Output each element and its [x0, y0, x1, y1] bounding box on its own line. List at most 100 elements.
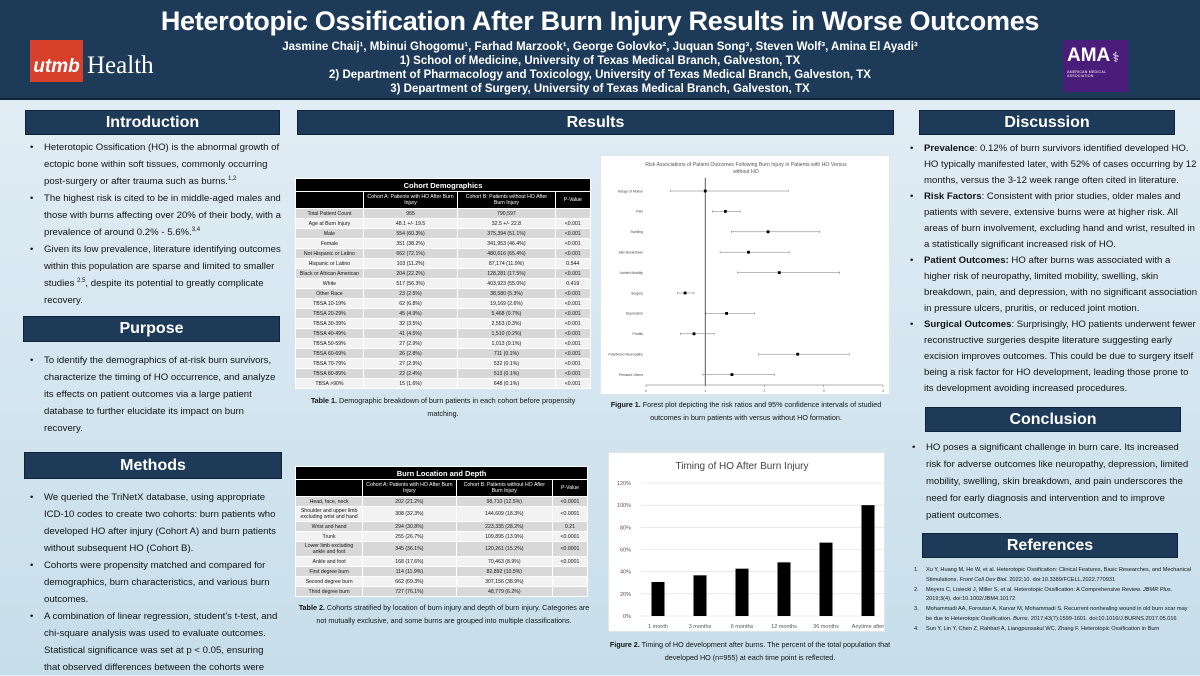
table-cell: TBSA 80-89%: [295, 368, 364, 379]
reference-number: 3.: [914, 606, 919, 613]
table-cell: 255 (26.7%): [362, 531, 457, 542]
item-text: Given its low prevalence, literature ide…: [44, 244, 281, 289]
point-estimate: [692, 332, 696, 336]
item-text: : Surprisingly, HO patients underwent fe…: [924, 319, 1196, 394]
table-cell: <0.001: [554, 238, 592, 249]
table-cell: 2,553 (0.3%): [457, 318, 556, 329]
table-cell: 513 (0.1%): [457, 368, 556, 379]
table-cell: <0.0001: [551, 496, 589, 507]
table-cell: 662 (69.3%): [362, 576, 457, 587]
table-cell: 341,953 (46.4%): [457, 238, 556, 249]
chart-title: Risk Associations of Patient Outcomes Fo…: [645, 162, 847, 168]
forest-plot: Risk Associations of Patient Outcomes Fo…: [600, 155, 890, 395]
table-cell: 48,779 (6.2%): [455, 586, 553, 597]
table1-caption: Table 1. Demographic breakdown of burn p…: [295, 394, 591, 420]
table2-caption: Table 2. Cohorts stratified by location …: [295, 601, 593, 627]
table-cell: 955: [362, 208, 459, 219]
reference-text: 2017;43(7):1599-1601. doi:10.1016/J.BURN…: [1029, 615, 1177, 622]
item-lead: Patient Outcomes:: [924, 255, 1009, 266]
table-cell: TBSA >90%: [295, 378, 364, 389]
table-row: Age at Burn Injury 48.1 +/- 19.5 32.5 +/- …: [295, 218, 592, 229]
table-cell: 27 (2.9%): [362, 358, 459, 369]
reference-number: 1.: [914, 567, 919, 573]
ama-logo-text: AMERICAN MEDICAL ASSOCIATION: [1067, 70, 1107, 79]
point-estimate: [683, 291, 687, 295]
list-item: Heterotopic Ossification (HO) is the abn…: [26, 139, 284, 190]
x-tick-label: 0: [645, 389, 647, 393]
affiliation-1: 1) School of Medicine, University of Tex…: [399, 55, 801, 67]
x-tick-label: 12 months: [771, 624, 797, 630]
table-cell: <0.001: [554, 318, 592, 329]
table-cell: Age at Burn Injury: [295, 218, 364, 229]
table-cell: [554, 208, 592, 219]
purpose-heading: Purpose: [23, 316, 280, 342]
table-cell: <0.001: [554, 298, 592, 309]
list-item: The highest risk is cited to be in middl…: [26, 190, 284, 241]
table-cell: 128,281 (17.5%): [457, 268, 556, 279]
table-row: Third degree burn 727 (76.1%) 48,779 (6.2%…: [294, 586, 589, 597]
utmb-logo: utmb: [30, 40, 83, 82]
reference-item: 4. Sun Y, Lin Y, Chen Z, Rahbarl A, Liang…: [914, 625, 1194, 635]
table-cell: 41 (4.5%): [362, 328, 459, 339]
category-label: Range of Motion: [618, 189, 643, 193]
y-tick-label: 120%: [617, 481, 631, 487]
category-label: Limited Mobility: [620, 271, 644, 275]
chart-title: Timing of HO After Burn Injury: [675, 461, 808, 472]
table-row: Male 554 (60.3%) 375,394 (51.1%) <0.001: [295, 228, 592, 239]
column-header: Cohort A: Patients with HO After Burn In…: [362, 191, 459, 209]
table-row: Not Hispanic or Latino 662 (72.1%) 480,616…: [295, 248, 592, 259]
table-cell: <0.0001: [551, 541, 589, 557]
table-row: TBSA 70-79% 27 (2.9%) 532 (0.1%) <0.001: [295, 358, 592, 369]
item-text: : Consistent with prior studies, older m…: [924, 191, 1195, 250]
bar-chart: Timing of HO After Burn Injury 0% 20% 40% 60…: [608, 452, 886, 632]
table-cell: TBSA 50-59%: [295, 338, 364, 349]
y-tick-label: 0%: [623, 614, 631, 620]
y-tick-label: 20%: [620, 592, 631, 598]
table-cell: 1,013 (0.1%): [457, 338, 556, 349]
table-cell: Second degree burn: [294, 576, 364, 587]
table-cell: 662 (72.1%): [362, 248, 459, 259]
table-cell: 0.21: [551, 521, 589, 532]
table-cell: 223,335 (28.2%): [455, 521, 553, 532]
results-heading: Results: [297, 110, 894, 135]
x-tick-label: 1: [704, 389, 706, 393]
table-cell: <0.001: [554, 378, 592, 389]
reference-journal: Front Cell Dev Biol.: [959, 576, 1008, 583]
table-cell: TBSA 20-29%: [295, 308, 364, 319]
bar: [777, 562, 791, 616]
table-cell: 26 (2.8%): [362, 348, 459, 359]
caption-text: Forest plot depicting the risk ratios an…: [640, 400, 882, 422]
table-cell: <0.001: [554, 358, 592, 369]
ama-logo-mark: AMA: [1067, 45, 1111, 66]
y-tick-label: 80%: [620, 525, 631, 531]
table-cell: 45 (4.9%): [362, 308, 459, 319]
table-cell: 711 (0.1%): [457, 348, 556, 359]
point-estimate: [796, 352, 800, 356]
conclusion-heading: Conclusion: [925, 407, 1181, 432]
table-row: Total Patient Count 955 790,597: [295, 208, 592, 219]
methods-list: We queried the TriNetX database, using a…: [26, 489, 280, 676]
point-estimate: [725, 312, 728, 315]
point-estimate: [777, 271, 781, 274]
table-cell: <0.001: [554, 328, 592, 339]
table-cell: 19,169 (2.6%): [457, 298, 556, 309]
category-label: Pressure Ulcers: [619, 373, 643, 377]
caption-label: Table 1.: [310, 396, 338, 405]
table-row: Hispanic or Latino 103 (11.2%) 87,174 (11.…: [295, 258, 592, 269]
column-header: P-Value: [554, 191, 592, 209]
item-text: : 0.12% of burn survivors identified dev…: [924, 143, 1197, 186]
list-item: Given its low prevalence, literature ide…: [26, 241, 284, 309]
y-tick-label: 40%: [620, 570, 631, 576]
reference-text: Mohammadi AA, Foroutan A, Karvar M, Moha…: [926, 606, 1188, 622]
conclusion-list: HO poses a significant challenge in burn…: [908, 439, 1193, 524]
category-label: Pruritis: [632, 332, 643, 336]
reference-journal: Burns.: [1013, 615, 1030, 622]
figure1-caption: Figure 1. Forest plot depicting the risk…: [600, 398, 892, 424]
reference-text: Xu Y, Huang M, He W, et al. Heterotopic …: [926, 567, 1191, 583]
table-cell: First degree burn: [294, 566, 364, 577]
table-cell: 5,468 (0.7%): [457, 308, 556, 319]
table-row: Other Race 23 (2.5%) 38,580 (5.3%) <0.001: [295, 288, 592, 299]
table-cell: 120,261 (15.2%): [455, 541, 553, 557]
table-cell: 27 (2.9%): [362, 338, 459, 349]
item-text: The highest risk is cited to be in middl…: [44, 193, 281, 238]
